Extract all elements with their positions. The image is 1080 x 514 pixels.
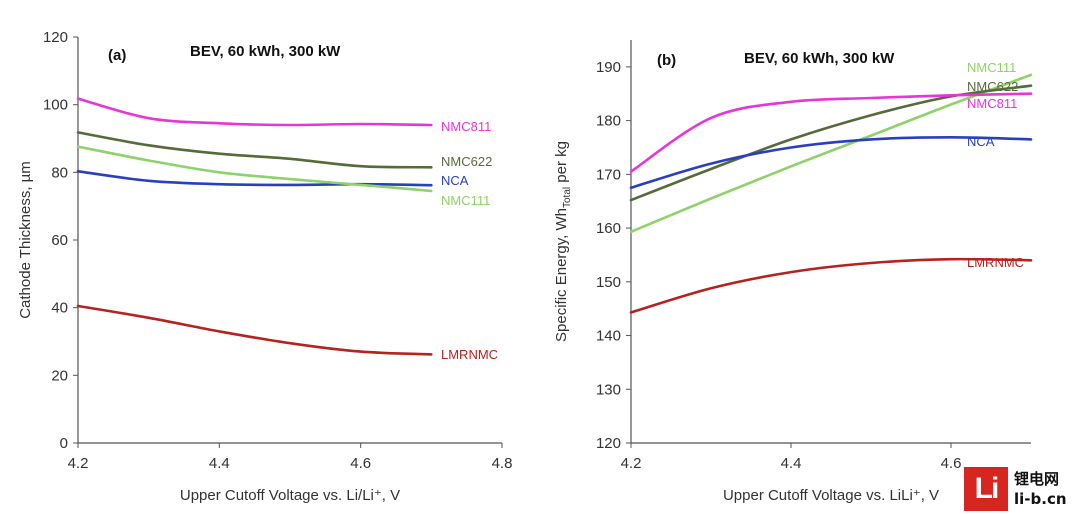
- y-tick-label: 170: [596, 166, 621, 183]
- series-line-lmrnmc: [629, 257, 1033, 314]
- y-axis-label-main: Specific Energy, Wh: [553, 208, 570, 342]
- watermark-line2: li-b.cn: [1014, 490, 1067, 508]
- y-axis-label: Specific Energy, WhTotal per kg: [553, 141, 573, 342]
- y-tick-label: 120: [43, 29, 68, 46]
- watermark: Li 锂电网 li-b.cn: [964, 466, 1074, 512]
- y-tick-label: 150: [596, 274, 621, 291]
- y-tick-label: 160: [596, 220, 621, 237]
- x-tick-label: 4.6: [941, 455, 962, 472]
- x-tick-label: 4.4: [209, 455, 230, 472]
- y-tick-label: 100: [43, 97, 68, 114]
- series-label-nmc111: NMC111: [441, 193, 490, 208]
- x-tick-label: 4.6: [350, 455, 371, 472]
- y-tick-label: 180: [596, 113, 621, 130]
- x-tick-label: 4.4: [781, 455, 802, 472]
- series-line-nca: [76, 170, 433, 187]
- chart-title: BEV, 60 kWh, 300 kW: [190, 43, 341, 60]
- series-line-nmc111: [629, 73, 1033, 234]
- x-axis-label: Upper Cutoff Voltage vs. LiLi⁺, V: [723, 487, 939, 504]
- series-line-nmc622: [76, 131, 433, 169]
- y-tick-label: 20: [51, 367, 68, 384]
- y-axis-label-subscript: Total: [562, 187, 573, 208]
- series-line-nmc811: [76, 97, 433, 127]
- panel-b-chart: 120 130 140 150 160 170 180 190 4.2 4.4 4.6 (b) BEV,…: [553, 40, 1033, 504]
- y-tick-label: 130: [596, 381, 621, 398]
- x-tick-label: 4.8: [492, 455, 513, 472]
- watermark-line1: 锂电网: [1014, 470, 1060, 488]
- y-tick-label: 120: [596, 435, 621, 452]
- y-axis-label: Cathode Thickness, µm: [17, 161, 34, 319]
- chart-title: BEV, 60 kWh, 300 kW: [744, 50, 895, 67]
- y-tick-label: 40: [51, 300, 68, 317]
- series-label-nca: NCA: [967, 134, 995, 149]
- series-line-lmrnmc: [76, 304, 433, 356]
- series-label-nmc811: NMC811: [967, 96, 1017, 111]
- panel-a-chart: 0 20 40 60 80 100 120 4.2 4.4 4.6 4.8 (a) BEV, 60 kW…: [17, 29, 512, 504]
- y-tick-label: 140: [596, 328, 621, 345]
- y-axis-label-tail: per kg: [553, 141, 570, 187]
- series-label-nmc111: NMC111: [967, 60, 1016, 75]
- series-label-nmc622: NMC622: [967, 79, 1018, 94]
- panel-label: (b): [657, 52, 676, 69]
- x-tick-label: 4.2: [68, 455, 89, 472]
- series-label-nmc811: NMC811: [441, 119, 491, 134]
- x-tick-label: 4.2: [621, 455, 642, 472]
- series-label-nca: NCA: [441, 173, 469, 188]
- watermark-text: 锂电网 li-b.cn: [1014, 469, 1067, 509]
- y-tick-label: 60: [51, 232, 68, 249]
- series-line-nca: [629, 136, 1033, 190]
- series-line-nmc111: [76, 145, 433, 193]
- x-axis-label: Upper Cutoff Voltage vs. Li/Li⁺, V: [180, 487, 400, 504]
- y-tick-label: 0: [60, 435, 68, 452]
- series-label-lmrnmc: LMRNMC: [967, 255, 1024, 270]
- series-label-lmrnmc: LMRNMC: [441, 347, 498, 362]
- y-tick-label: 80: [51, 164, 68, 181]
- panel-label: (a): [108, 47, 126, 64]
- series-line-nmc811: [629, 92, 1033, 173]
- y-tick-label: 190: [596, 59, 621, 76]
- watermark-logo: Li: [964, 467, 1008, 511]
- series-label-nmc622: NMC622: [441, 154, 492, 169]
